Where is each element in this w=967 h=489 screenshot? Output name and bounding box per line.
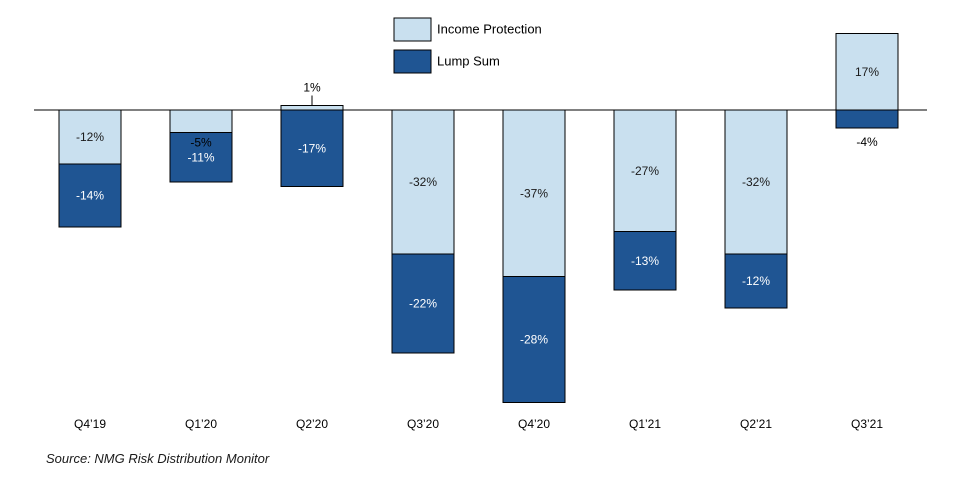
bar-lump-sum-1 [169,132,233,183]
bar-income-protection-1 [169,109,233,133]
source-note: Source: NMG Risk Distribution Monitor [46,451,270,466]
legend: Income Protection Lump Sum [393,17,542,74]
data-label: 17% [855,65,879,79]
data-label: -28% [520,333,548,347]
data-label: -5% [190,136,212,150]
bar-income-protection-3 [391,109,455,255]
bar-lump-sum-0 [58,163,122,228]
bar-lump-sum-6 [724,253,788,309]
data-label: -32% [742,175,770,189]
x-tick-label: Q4’19 [74,417,106,431]
data-label: -37% [520,186,548,200]
data-label: -27% [631,164,659,178]
data-label: -11% [187,150,214,164]
bar-income-protection-6 [724,109,788,255]
bar-income-protection-0 [58,109,122,165]
data-label: -12% [76,130,104,144]
data-label: -4% [856,135,878,149]
x-tick-label: Q2’21 [740,417,772,431]
legend-swatch [393,17,432,42]
bar-lump-sum-4 [502,276,566,403]
legend-swatch [393,49,432,74]
data-label: -12% [742,274,770,288]
bar-lump-sum-5 [613,231,677,291]
data-label: -14% [76,189,104,203]
legend-label: Lump Sum [437,54,500,69]
bar-lump-sum-7 [835,109,899,129]
legend-label: Income Protection [437,22,542,37]
bar-lump-sum-2 [280,109,344,187]
bars-group [58,33,899,403]
data-label: -13% [631,254,659,268]
x-tick-label: Q2’20 [296,417,328,431]
x-tick-label: Q1’21 [629,417,661,431]
data-labels-group: -12% -14% -5%-11% 1% -17% -32% -22% -37% -28% -27… [76,65,879,347]
data-label: -17% [298,141,326,155]
data-label: 1% [303,81,321,95]
bar-income-protection-2 [280,105,344,111]
x-tick-label: Q3’20 [407,417,439,431]
data-label: -22% [409,297,437,311]
bar-lump-sum-3 [391,253,455,354]
x-tick-label: Q1’20 [185,417,217,431]
data-label: -32% [409,175,437,189]
x-tick-label: Q3’21 [851,417,883,431]
x-tick-label: Q4’20 [518,417,550,431]
